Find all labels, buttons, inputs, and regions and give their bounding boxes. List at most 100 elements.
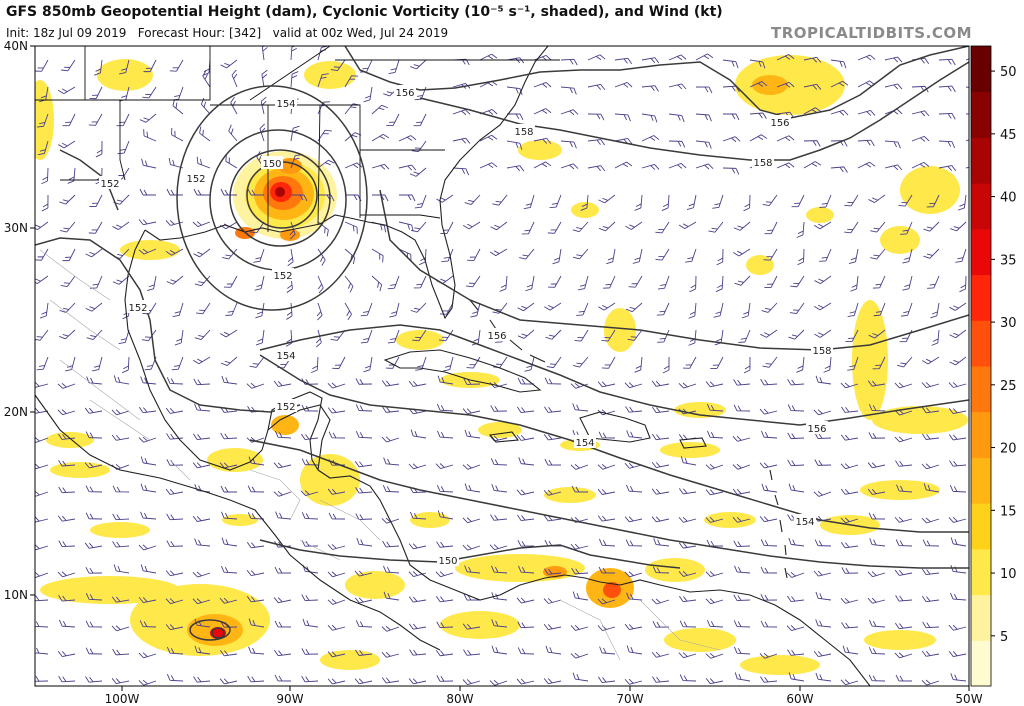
colorbar-swatch: [971, 366, 991, 413]
wind-barb: [533, 137, 552, 144]
wind-barb: [624, 516, 643, 523]
wind-barb: [506, 140, 523, 150]
wind-barb: [572, 672, 589, 682]
wind-barb: [965, 164, 969, 171]
wind-barb: [706, 403, 724, 412]
wind-barb: [524, 356, 535, 372]
wind-barb: [345, 194, 362, 202]
wind-barb: [955, 248, 967, 263]
wind-barb: [625, 302, 643, 313]
wind-barb: [869, 538, 886, 547]
wind-barb: [598, 194, 616, 204]
wind-barb: [803, 140, 821, 147]
wind-barb: [599, 538, 616, 547]
wind-barb: [544, 406, 562, 413]
wind-barb: [651, 488, 670, 495]
wind-barb: [57, 515, 76, 522]
wind-barb: [948, 382, 967, 388]
contour-labels: 156 154 156 158 152 150 152 152 152 154 …: [99, 85, 833, 567]
wind-barb: [57, 383, 76, 389]
wind-barb: [360, 302, 373, 317]
wind-barb: [760, 620, 778, 628]
wind-barb: [761, 483, 778, 493]
wind-barb: [776, 162, 795, 169]
wind-barb: [641, 164, 660, 170]
wind-barb: [705, 463, 724, 470]
wind-barb: [543, 678, 562, 685]
wind-barb: [383, 591, 400, 601]
wind-barb: [317, 73, 329, 88]
wind-barb: [273, 597, 292, 604]
wind-barb: [923, 221, 940, 232]
wind-barb: [254, 275, 265, 291]
wind-barb: [193, 378, 211, 386]
wind-barb: [194, 403, 211, 412]
wind-barb: [35, 490, 49, 497]
wind-barb: [602, 275, 616, 289]
wind-barb: [938, 165, 957, 172]
wind-barb: [733, 540, 751, 548]
wind-barb: [949, 485, 967, 493]
contour-label: 156: [395, 88, 414, 99]
wind-barb: [261, 69, 268, 88]
wind-barb: [221, 537, 238, 547]
contour-label: 154: [575, 438, 594, 449]
wind-barb: [516, 434, 535, 441]
wind-barb: [657, 329, 670, 343]
wind-barb: [220, 329, 238, 338]
colorbar-swatch: [971, 183, 991, 230]
wind-barb: [787, 378, 805, 386]
wind-barb: [220, 485, 237, 493]
wind-barb: [627, 329, 643, 341]
wind-barb: [90, 275, 103, 289]
wind-barb: [587, 113, 605, 121]
wind-barb: [220, 432, 238, 440]
wind-barb: [363, 356, 373, 373]
wind-barb: [165, 598, 184, 605]
wind-barb: [867, 380, 886, 387]
wind-barb: [678, 516, 697, 523]
wind-barb: [140, 456, 157, 466]
wind-barb: [734, 275, 751, 286]
wind-barb: [641, 57, 660, 64]
wind-barb: [900, 221, 913, 235]
wind-barb: [678, 570, 697, 577]
wind-barb: [141, 158, 157, 169]
wind-barb: [830, 166, 848, 173]
wind-barb: [383, 565, 400, 574]
wind-barb: [543, 598, 562, 604]
wind-barb: [533, 108, 552, 115]
wind-barb: [949, 460, 967, 467]
wind-barb: [599, 646, 616, 655]
wind-barb: [685, 248, 697, 263]
wind-barb: [443, 356, 454, 372]
wind-barb: [921, 517, 940, 524]
wind-barb: [738, 329, 751, 343]
wind-barb: [867, 571, 886, 578]
wind-barb: [641, 135, 660, 142]
lat-label: 30N: [4, 221, 28, 235]
wind-barb: [850, 275, 859, 292]
wind-barb: [651, 433, 670, 441]
wind-barb: [327, 488, 346, 495]
wind-barb: [760, 593, 778, 601]
wind-barb: [408, 678, 427, 685]
wind-barb: [67, 167, 76, 184]
wind-barb: [655, 248, 670, 261]
wind-barb: [138, 544, 157, 551]
wind-barb: [354, 597, 373, 604]
wind-barb: [815, 375, 832, 385]
wind-barb: [949, 329, 967, 339]
wind-barb: [479, 162, 498, 169]
wind-barb: [85, 593, 103, 601]
wind-barb: [221, 375, 238, 385]
wind-barb: [398, 135, 417, 142]
wind-barb: [898, 194, 913, 207]
wind-barb: [381, 677, 400, 684]
wind-barb: [414, 194, 427, 209]
coastlines: [35, 46, 871, 686]
wind-barb: [722, 136, 741, 143]
wind-barb: [35, 248, 49, 261]
wind-barb: [287, 248, 294, 267]
wind-barb: [356, 537, 373, 547]
